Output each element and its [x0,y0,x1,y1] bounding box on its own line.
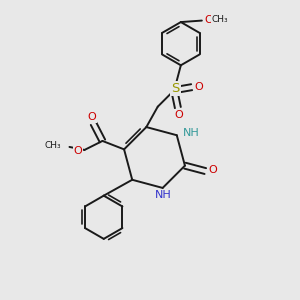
Text: CH₃: CH₃ [212,16,228,25]
Text: S: S [171,82,180,95]
Text: NH: NH [155,190,172,200]
Text: O: O [174,110,183,120]
Text: NH: NH [183,128,200,138]
Text: O: O [208,166,217,176]
Text: CH₃: CH₃ [44,141,61,150]
Text: O: O [204,15,213,25]
Text: O: O [88,112,96,122]
Text: O: O [74,146,82,155]
Text: O: O [195,82,203,92]
